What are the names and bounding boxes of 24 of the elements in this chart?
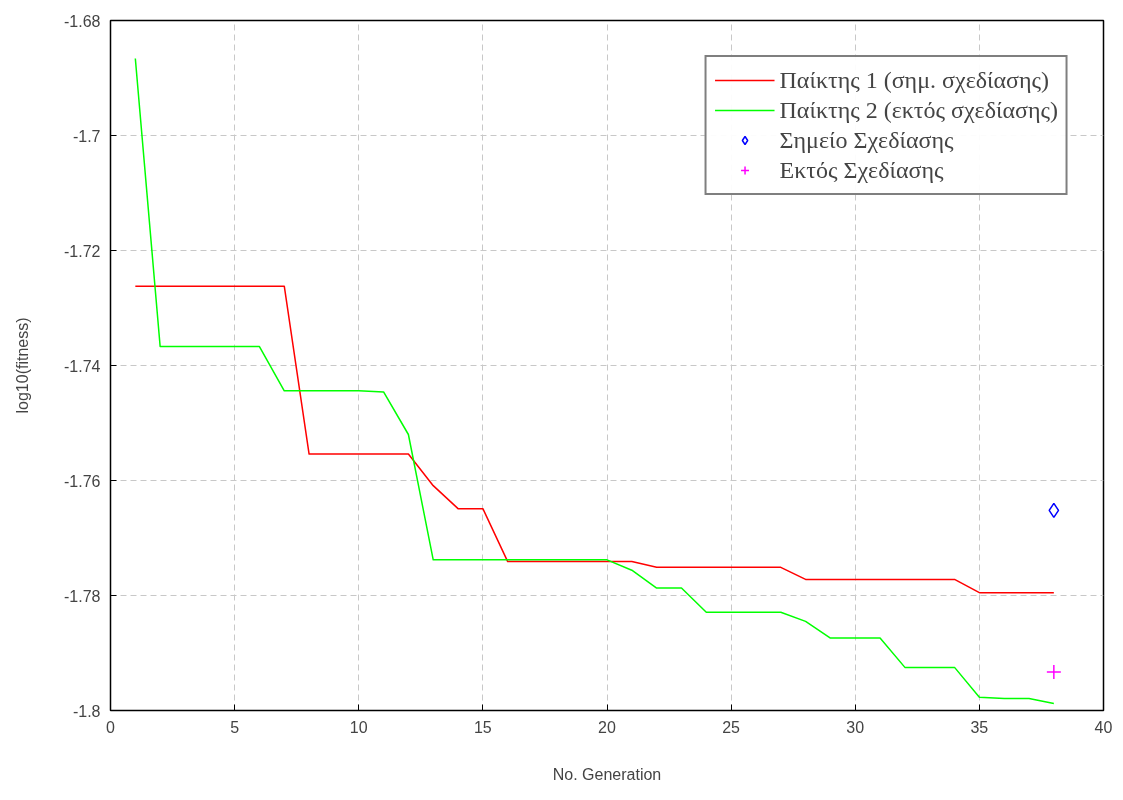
x-tick-label: 5: [230, 718, 240, 736]
x-tick-label: 40: [1094, 718, 1113, 736]
y-tick-label: -1.74: [64, 357, 101, 375]
legend-label: Σημείο Σχεδίασης: [779, 125, 954, 155]
y-tick-label: -1.78: [64, 587, 101, 605]
line-series: [134, 285, 1055, 594]
x-tick-label: 35: [970, 718, 989, 736]
x-tick-label: 20: [598, 718, 616, 736]
x-tick-label: 30: [846, 718, 865, 736]
y-tick-label: -1.68: [64, 12, 101, 30]
x-tick-label: 25: [722, 718, 741, 736]
y-tick-label: -1.8: [72, 702, 101, 720]
x-tick-label: 0: [106, 718, 116, 736]
legend-label: Εκτός Σχεδίασης: [779, 155, 944, 185]
y-axis-title: log10(fitness): [14, 317, 32, 414]
y-tick-label: -1.76: [64, 472, 101, 490]
line-series: [134, 57, 1055, 705]
y-tick-label: -1.7: [72, 127, 101, 145]
y-tick-label: -1.72: [64, 242, 101, 260]
legend-label: Παίκτης 1 (σημ. σχεδίασης): [779, 65, 1050, 95]
x-axis-title: No. Generation: [552, 765, 662, 783]
legend-label: Παίκτης 2 (εκτός σχεδίασης): [779, 95, 1058, 125]
x-tick-label: 15: [473, 718, 492, 736]
x-tick-label: 10: [349, 718, 368, 736]
